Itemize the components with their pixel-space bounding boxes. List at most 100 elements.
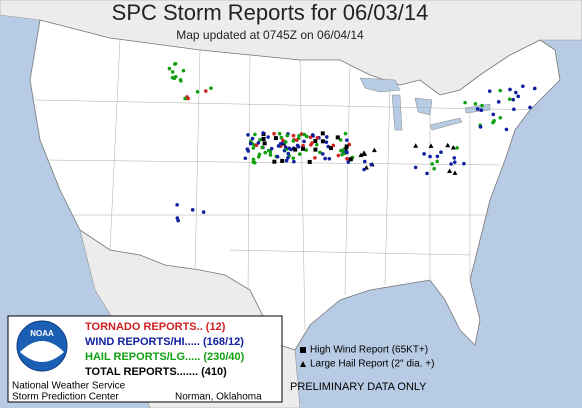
report-marker [450, 145, 456, 150]
report-marker [362, 159, 367, 164]
report-marker [175, 216, 180, 220]
report-marker [287, 146, 292, 151]
report-marker [302, 139, 306, 144]
report-marker [491, 120, 495, 125]
report-marker [532, 86, 537, 91]
report-marker [183, 96, 187, 101]
report-marker [268, 153, 273, 157]
report-marker [280, 158, 285, 163]
report-marker [291, 133, 296, 138]
report-marker [302, 132, 307, 137]
report-marker [301, 143, 305, 148]
report-marker [251, 160, 256, 164]
report-marker [430, 162, 435, 166]
report-marker [452, 156, 457, 160]
report-marker [323, 156, 327, 161]
report-marker [324, 140, 329, 144]
report-marker [291, 139, 296, 143]
report-marker [284, 158, 289, 163]
report-marker [261, 137, 266, 142]
lake-erie [429, 117, 463, 131]
report-marker [315, 135, 320, 140]
report-marker [266, 148, 271, 153]
report-marker [371, 147, 377, 153]
report-marker [292, 159, 296, 164]
report-marker [318, 150, 322, 155]
report-marker [362, 151, 368, 156]
report-marker [432, 166, 436, 171]
report-marker [283, 140, 288, 144]
report-marker [491, 112, 496, 117]
report-marker [512, 107, 516, 112]
report-marker [336, 153, 341, 158]
report-marker [516, 94, 521, 99]
report-marker [428, 143, 434, 148]
report-marker [452, 160, 457, 164]
agency: National Weather Service [12, 381, 126, 392]
report-marker [272, 131, 276, 136]
report-marker [279, 135, 284, 140]
report-marker [308, 135, 313, 140]
report-marker [175, 203, 179, 207]
report-marker [195, 89, 200, 94]
report-marker [345, 150, 349, 155]
report-marker [310, 133, 315, 137]
report-marker [343, 147, 348, 152]
report-marker [285, 133, 290, 138]
report-marker [340, 152, 344, 157]
storm-reports [167, 61, 537, 223]
report-marker [286, 151, 291, 156]
report-marker [331, 143, 336, 148]
report-marker [314, 142, 319, 147]
report-marker [478, 125, 483, 129]
report-marker [262, 141, 267, 146]
report-marker [253, 132, 257, 137]
report-marker [341, 148, 346, 152]
report-marker [201, 210, 206, 214]
report-marker [463, 100, 467, 105]
report-marker [435, 159, 439, 164]
report-marker [528, 105, 532, 110]
large-hail-symbol [300, 361, 306, 367]
report-marker [281, 138, 285, 143]
report-marker [507, 97, 512, 101]
report-marker [269, 146, 274, 151]
report-marker [299, 132, 304, 136]
report-marker [475, 107, 480, 111]
report-marker [313, 139, 318, 144]
report-marker [173, 74, 178, 79]
report-marker [251, 146, 256, 150]
report-marker [178, 78, 183, 82]
report-marker [345, 157, 349, 161]
report-marker [190, 208, 195, 212]
report-marker [425, 171, 429, 176]
report-marker [173, 62, 177, 66]
report-marker [449, 162, 453, 166]
report-marker [304, 148, 309, 152]
title: SPC Storm Reports for 06/03/14 [112, 0, 429, 25]
report-marker [283, 145, 288, 149]
report-marker [514, 90, 518, 95]
report-marker [428, 154, 432, 159]
report-marker [452, 170, 458, 175]
notice: PRELIMINARY DATA ONLY [290, 381, 427, 393]
report-marker [273, 136, 278, 141]
report-marker [320, 139, 325, 144]
report-marker [307, 159, 312, 164]
report-marker [272, 159, 277, 164]
report-marker [181, 68, 186, 73]
noaa-bird [20, 341, 64, 362]
report-marker [250, 136, 255, 141]
report-marker [251, 157, 256, 162]
report-marker [296, 144, 301, 149]
report-marker [297, 133, 301, 138]
report-marker [479, 108, 484, 113]
legend-hail: HAIL REPORTS/LG..... (230/40) [85, 351, 245, 363]
high-wind-symbol [300, 347, 306, 353]
legend-wind: WIND REPORTS/HI..... (168/12) [85, 336, 244, 348]
report-marker [263, 150, 268, 155]
report-marker [248, 141, 253, 146]
report-marker [498, 115, 503, 120]
report-marker [294, 138, 299, 142]
report-marker [291, 156, 296, 160]
